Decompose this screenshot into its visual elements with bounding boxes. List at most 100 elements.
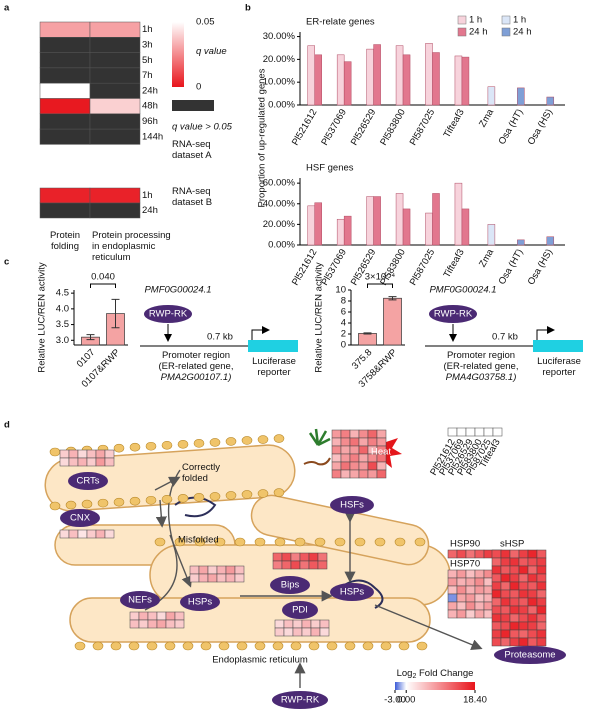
x-tick-label: Pl587025	[408, 247, 438, 287]
er-lobe	[69, 597, 431, 643]
legend-label: 24 h	[469, 27, 488, 38]
heatmap-cell	[89, 98, 141, 115]
heatmap-cell	[39, 202, 91, 219]
reporter-box	[248, 340, 298, 352]
heatmap-cell	[527, 637, 538, 647]
panel-label: d	[4, 420, 10, 431]
heatmap-cell	[491, 621, 502, 631]
heatmap-cell	[500, 621, 511, 631]
heatmap-cell	[491, 565, 502, 575]
arrow	[374, 604, 483, 650]
heatmap-cell	[86, 449, 97, 459]
bar	[546, 96, 555, 106]
heatmap-cell	[358, 437, 369, 447]
bar	[307, 45, 315, 106]
heatmap-cell	[465, 549, 476, 559]
bar	[402, 54, 411, 106]
ribosome	[174, 537, 186, 547]
na-label: q value > 0.05	[172, 122, 233, 133]
bar	[358, 333, 377, 346]
heatmap-cell	[59, 529, 70, 539]
heatmap-cell	[274, 627, 285, 637]
arrow	[154, 476, 181, 491]
colorbar-tick-label: 0.05	[196, 17, 215, 28]
plant-leaf	[308, 428, 331, 447]
heatmap-cell	[39, 187, 91, 204]
heatmap-cell	[367, 429, 378, 439]
ribosome	[193, 493, 205, 502]
x-tick-label: Pl587025	[408, 107, 438, 147]
node-label: HSFs	[340, 500, 364, 511]
heatmap-cell	[174, 611, 185, 621]
bar	[307, 205, 315, 246]
na-swatch	[172, 100, 214, 111]
heatmap-cell	[189, 573, 200, 583]
y-tick-label: 3.5	[56, 319, 69, 330]
bar	[432, 193, 440, 246]
heatmap-cell	[310, 627, 321, 637]
ribosome	[257, 489, 269, 498]
heatmap-cell	[39, 113, 91, 130]
bar	[366, 196, 374, 246]
heatmap-cell	[301, 627, 312, 637]
ribosome	[254, 537, 266, 547]
x-tick-label: Osa (HT)	[497, 247, 526, 286]
heatmap-cell	[216, 573, 227, 583]
heatmap-cell	[456, 577, 467, 587]
heatmap-cell	[331, 437, 342, 447]
heatmap-cell	[292, 619, 303, 629]
significance-bracket	[367, 283, 393, 288]
heatmap-cell	[129, 611, 140, 621]
heatmap-cell	[165, 619, 176, 629]
heatmap-cell	[527, 629, 538, 639]
ribosome	[113, 443, 125, 453]
node	[120, 591, 160, 609]
ribosome	[214, 537, 226, 547]
block-label: RNA-seq dataset B	[172, 186, 213, 208]
heatmap-cell	[509, 573, 520, 583]
heatmap-cell	[518, 605, 529, 615]
heatmap-cell	[349, 445, 360, 455]
y-tick-label: 10.00%	[263, 77, 296, 88]
error-bar	[86, 334, 95, 341]
ribosome	[200, 641, 212, 651]
heatmap-cell	[340, 445, 351, 455]
heatmap-cell	[500, 637, 511, 647]
y-tick-label: 60.00%	[263, 178, 296, 189]
heatmap-cell	[456, 609, 467, 619]
heatmap-cell	[89, 52, 141, 69]
heatmap-cell	[500, 549, 511, 559]
y-tick-label: 0.00%	[268, 100, 295, 111]
heatmap-cell	[234, 565, 245, 575]
bar	[425, 212, 433, 246]
heatmap-cell	[89, 128, 141, 145]
ribosome	[128, 641, 140, 651]
x-tick-label: Tifteaf3	[442, 247, 467, 280]
tss-arrow	[536, 326, 555, 340]
heatmap-cell	[283, 619, 294, 629]
ribosome	[65, 500, 77, 510]
heatmap-cell	[465, 585, 476, 595]
heatmap-cell	[536, 629, 547, 639]
chart-title: HSF genes	[306, 163, 354, 174]
heatmap-cell	[474, 593, 485, 603]
heatmap-cell	[536, 581, 547, 591]
heatmap-cell	[340, 453, 351, 463]
heatmap-cell	[518, 589, 529, 599]
heatmap-cell	[500, 613, 511, 623]
heatmap-cell	[292, 627, 303, 637]
heatmap-cell	[225, 565, 236, 575]
heatmap-cell	[317, 560, 328, 570]
heatmap-cell	[491, 597, 502, 607]
panel-label: c	[4, 257, 9, 268]
ribosome	[145, 495, 157, 505]
heatmap-cell	[483, 601, 494, 611]
bar	[461, 56, 470, 106]
heatmap-cell	[491, 589, 502, 599]
heatmap-cell	[340, 429, 351, 439]
node-label: Bips	[281, 580, 300, 591]
y-tick-label: 3.0	[56, 335, 69, 346]
heatmap-cell	[474, 609, 485, 619]
heatmap-cell	[465, 601, 476, 611]
heatmap-cell	[216, 565, 227, 575]
